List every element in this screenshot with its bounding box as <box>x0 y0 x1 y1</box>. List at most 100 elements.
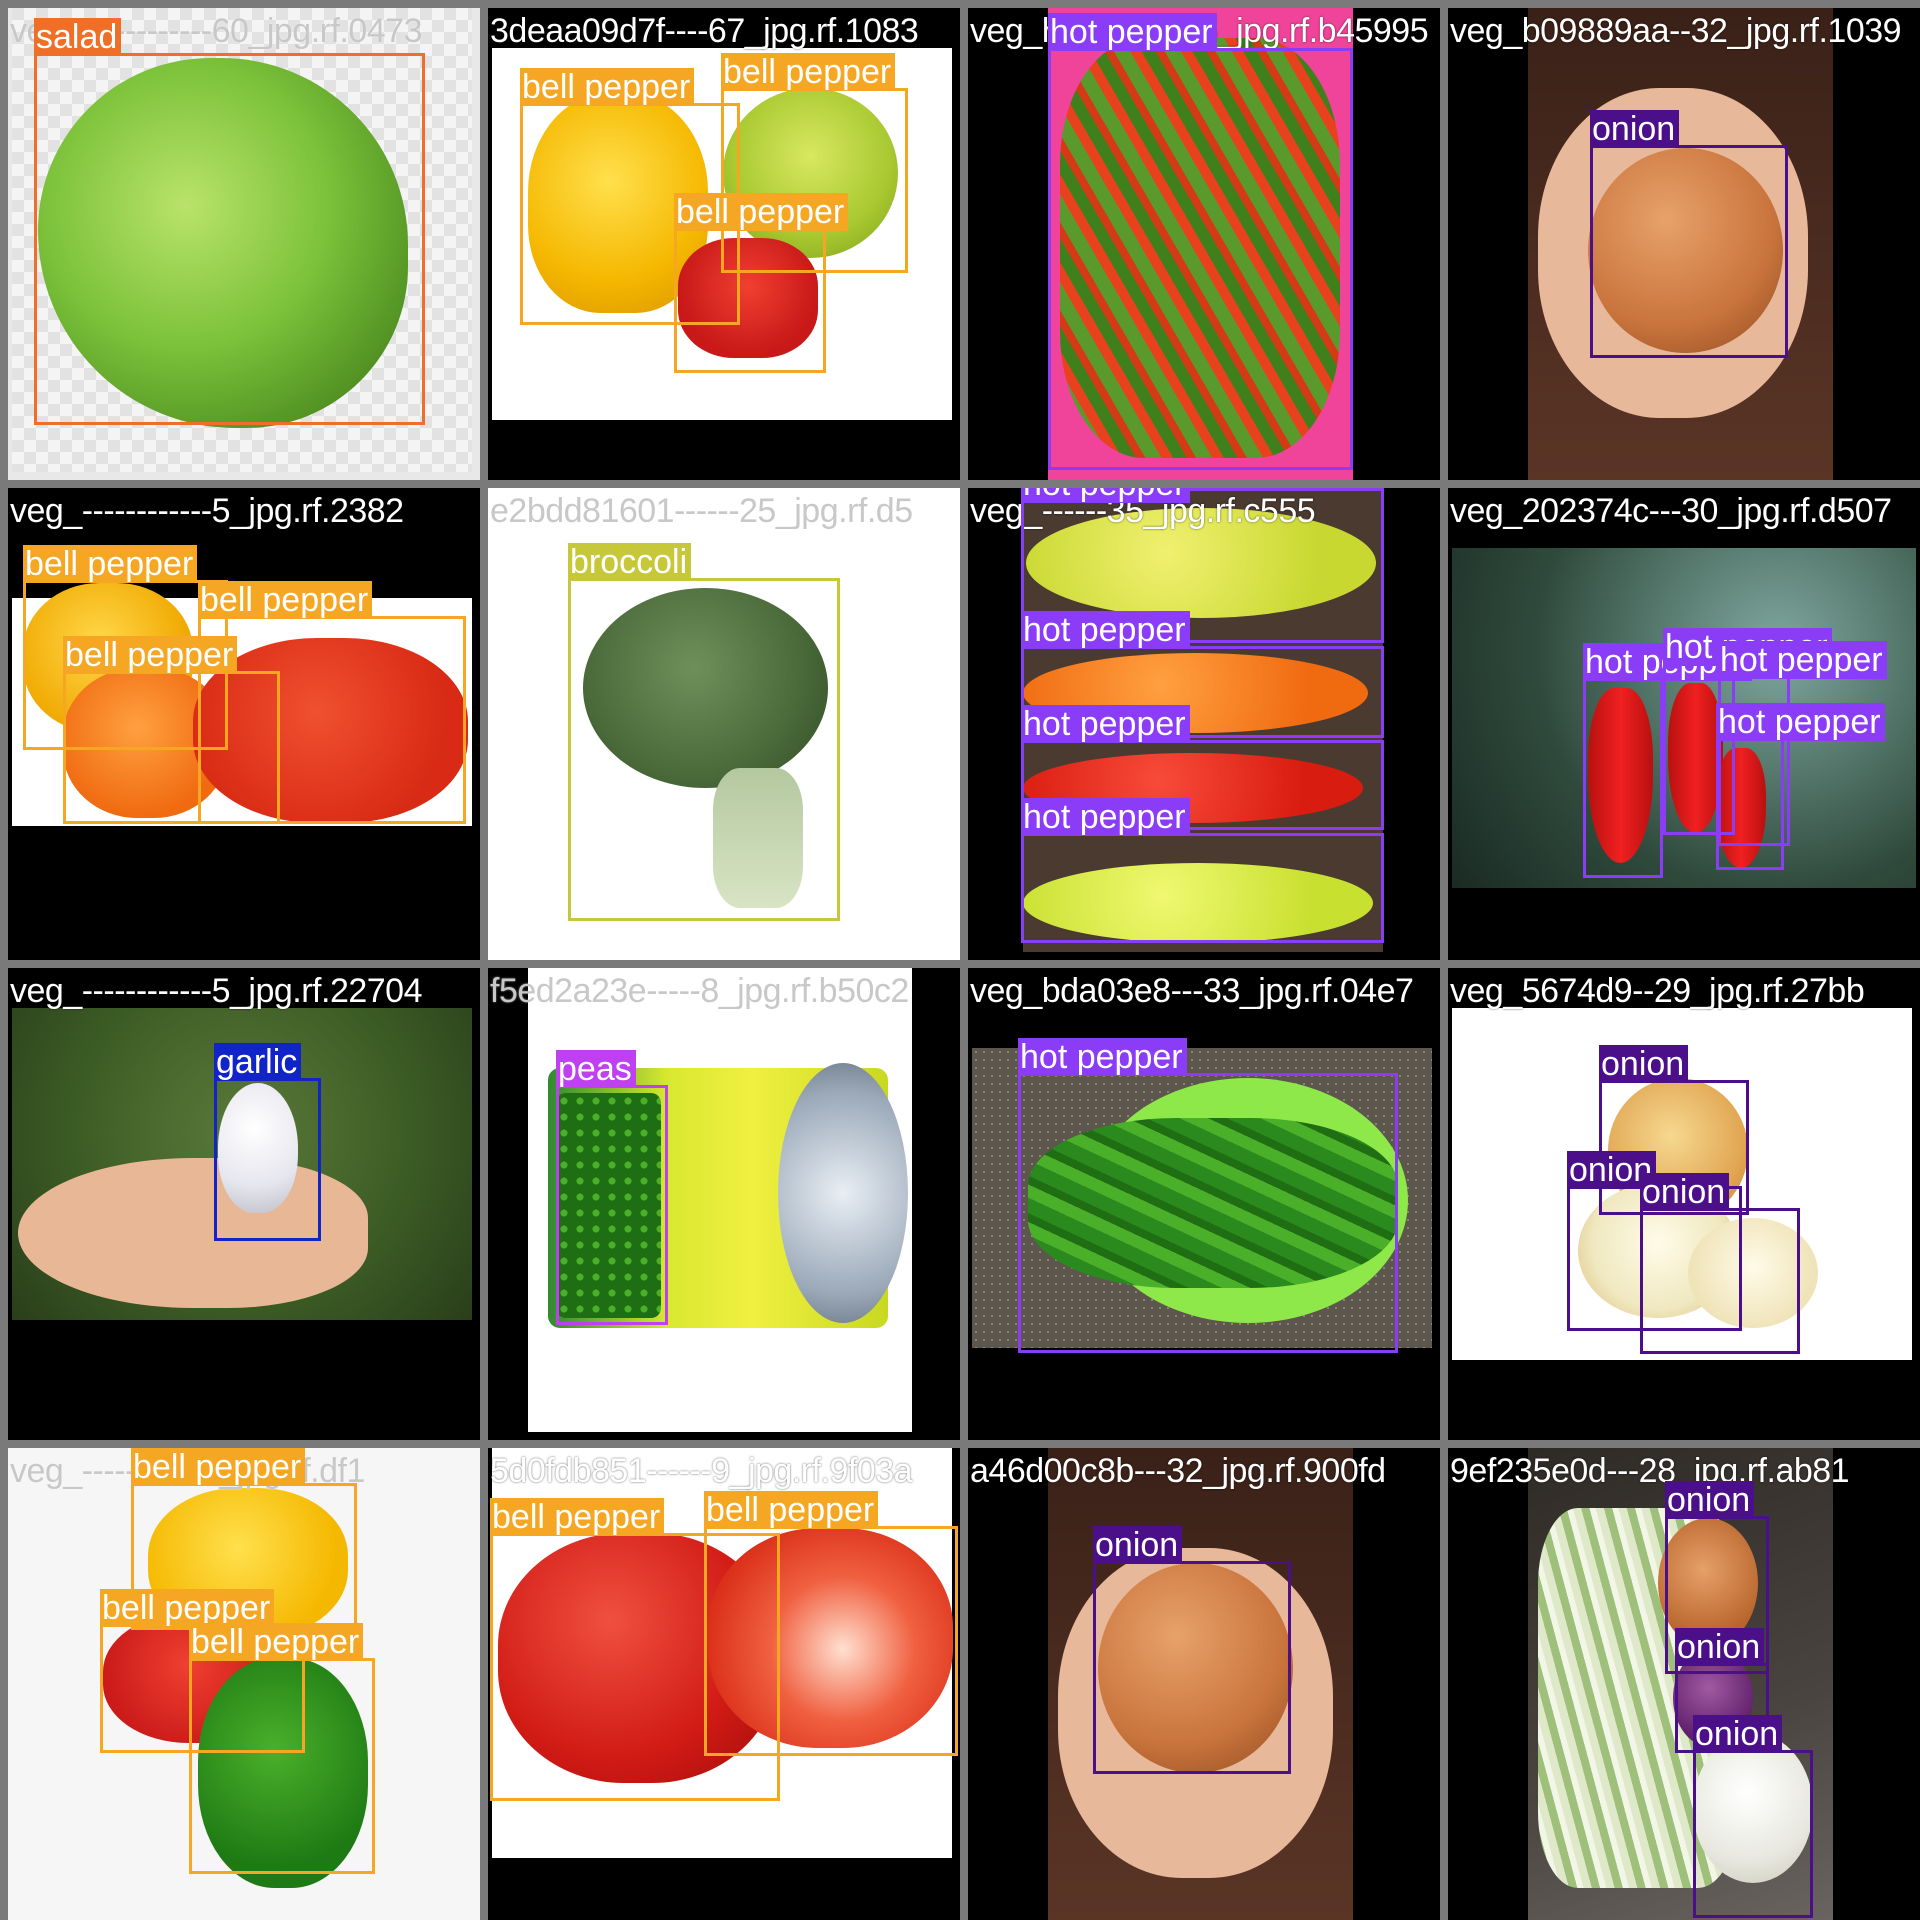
tile-garlic: veg_------------5_jpg.rf.22704 garlic <box>8 968 480 1440</box>
bbox-label: onion <box>1590 110 1680 148</box>
red-chili-image <box>1588 688 1653 863</box>
image-filename: 9ef235e0d---28_jpg.rf.ab81 <box>1450 1452 1850 1490</box>
bbox-bell-pepper: bell pepper <box>674 193 849 373</box>
bbox-onion: onion <box>1675 1628 1769 1753</box>
bbox-onion: onion <box>1599 1045 1749 1215</box>
tile-hot-pepper-soil: veg_------35_jpg.rf.c555 hot pepper hot … <box>968 488 1440 960</box>
lime-chili-image <box>1023 863 1373 943</box>
brown-onion-image <box>1658 1518 1758 1648</box>
bbox-onion: onion <box>1093 1526 1291 1774</box>
peas-image <box>556 1093 661 1318</box>
bbox-label: onion <box>1693 1715 1783 1753</box>
bbox-bell-pepper: bell pepper <box>23 545 228 750</box>
bbox-bell-pepper: bell pepper <box>490 1498 780 1801</box>
bbox-label: onion <box>1675 1628 1765 1666</box>
bbox-label: hot pepper <box>1021 488 1190 503</box>
onion-wedge-image <box>1688 1218 1818 1328</box>
bbox-label: onion <box>1599 1045 1689 1083</box>
bbox-onion: onion <box>1665 1481 1769 1674</box>
broccoli-stem-image <box>713 768 803 908</box>
bbox-onion: onion <box>1693 1715 1813 1918</box>
onion-image <box>1588 148 1783 353</box>
bbox-label: bell pepper <box>198 581 373 619</box>
tile-peas-can: f5ed2a23e-----8_jpg.rf.b50c2 peas <box>488 968 960 1440</box>
bbox-label: bell pepper <box>721 53 896 91</box>
red-chili-image <box>1668 683 1723 833</box>
image-filename: veg_------------5_jpg.rf.22704 <box>10 972 423 1010</box>
lettuce-image <box>38 58 408 428</box>
bbox-hot-pepper: hot pepper <box>1018 1038 1398 1353</box>
bbox-label: broccoli <box>568 543 692 581</box>
tile-bell-pepper-3: veg_-----------5_jpg.rf.df1 bell pepper … <box>8 1448 480 1920</box>
bbox-hot-pepper: hot pepper <box>1021 798 1384 943</box>
bbox-bell-pepper: bell pepper <box>100 1589 305 1753</box>
tile-bell-pepper-1: 3deaa09d7f----67_jpg.rf.1083 bell pepper… <box>488 8 960 480</box>
bbox-label: hot pepper <box>1021 798 1190 836</box>
bbox-label: hot pepper <box>1021 705 1190 743</box>
bbox-label: onion <box>1567 1151 1657 1189</box>
bbox-label: salad <box>34 18 122 56</box>
bbox-bell-pepper: bell pepper <box>198 581 466 824</box>
bbox-label: hot pepper <box>1018 1038 1187 1076</box>
bbox-label: bell pepper <box>704 1491 879 1529</box>
image-filename: veg_bda03e8---33_jpg.rf.04e7 <box>970 972 1414 1010</box>
bbox-broccoli: broccoli <box>568 543 840 921</box>
red-pepper-image <box>678 238 818 358</box>
bbox-label: bell pepper <box>131 1448 306 1486</box>
tile-hot-pepper-bowl: veg_hot pepper5_jpg.rf.b45995 hot pepper <box>968 8 1440 480</box>
tile-hot-pepper-plant: veg_202374c---30_jpg.rf.d507 hot pepper … <box>1448 488 1920 960</box>
bbox-onion: onion <box>1640 1173 1800 1354</box>
bbox-label: bell pepper <box>674 193 849 231</box>
bbox-label: hot pepper <box>1048 13 1217 51</box>
bbox-hot-pepper: hot pepper <box>1021 488 1384 643</box>
bbox-hot-pepper: hot pepper <box>1021 705 1384 830</box>
red-pepper-image <box>193 638 468 823</box>
bbox-salad: salad <box>34 18 425 425</box>
bbox-bell-pepper: bell pepper <box>189 1623 375 1874</box>
tile-onion-hands-1: veg_b09889aa--32_jpg.rf.1039 onion <box>1448 8 1920 480</box>
yellow-chili-image <box>1026 508 1376 618</box>
image-filename: veg_5674d9--29_jpg.rf.27bb <box>1450 972 1865 1010</box>
image-filename: a46d00c8b---32_jpg.rf.900fd <box>970 1452 1386 1490</box>
image-filename: veg_202374c---30_jpg.rf.d507 <box>1450 492 1892 530</box>
tile-onion-hands-2: a46d00c8b---32_jpg.rf.900fd onion <box>968 1448 1440 1920</box>
onion-image <box>1098 1563 1293 1773</box>
chili-pile-image <box>1060 38 1340 458</box>
bbox-label: onion <box>1665 1481 1755 1519</box>
image-filename: f5ed2a23e-----8_jpg.rf.b50c2 <box>490 972 909 1010</box>
bbox-label: hot pepper <box>1716 703 1885 741</box>
bbox-bell-pepper: bell pepper <box>721 53 908 273</box>
bbox-label: bell pepper <box>189 1623 364 1661</box>
image-filename: e2bdd81601------25_jpg.rf.d5 <box>490 492 913 530</box>
tile-bell-pepper-4: 5d0fdb851------9_jpg.rf.9f03a bell peppe… <box>488 1448 960 1920</box>
garlic-clove-image <box>218 1083 298 1213</box>
bbox-peas: peas <box>556 1050 668 1325</box>
white-onion-image <box>1693 1733 1813 1883</box>
bbox-label: bell pepper <box>520 68 695 106</box>
bbox-label: bell pepper <box>63 636 238 674</box>
tile-bell-pepper-2: veg_------------5_jpg.rf.2382 bell peppe… <box>8 488 480 960</box>
green-pepper-image <box>198 1658 368 1888</box>
cut-red-pepper-image <box>708 1528 953 1748</box>
bbox-label: bell pepper <box>100 1589 275 1627</box>
bbox-label: onion <box>1640 1173 1730 1211</box>
bbox-bell-pepper: bell pepper <box>63 636 280 824</box>
bbox-label: bell pepper <box>490 1498 665 1536</box>
bbox-label: peas <box>556 1050 636 1088</box>
bbox-label: onion <box>1093 1526 1183 1564</box>
bbox-label: garlic <box>214 1043 302 1081</box>
bbox-label: hot pepper <box>1021 611 1190 649</box>
bbox-hot-pepper: hot pepper <box>1583 643 1752 878</box>
bbox-label: bell pepper <box>23 545 198 583</box>
tile-green-onions: 9ef235e0d---28_jpg.rf.ab81 onion onion o… <box>1448 1448 1920 1920</box>
green-chili-image <box>1028 1118 1398 1288</box>
tile-onions-white: veg_5674d9--29_jpg.rf.27bb onion onion o… <box>1448 968 1920 1440</box>
hand-image <box>18 1158 368 1308</box>
can-lid-image <box>778 1063 908 1323</box>
red-chili-image <box>1716 748 1766 868</box>
bbox-hot-pepper: hot pepper <box>1718 641 1887 846</box>
bbox-bell-pepper: bell pepper <box>704 1491 958 1756</box>
image-filename: veg_------------5_jpg.rf.2382 <box>10 492 404 530</box>
image-filename: 5d0fdb851------9_jpg.rf.9f03a <box>490 1452 913 1490</box>
